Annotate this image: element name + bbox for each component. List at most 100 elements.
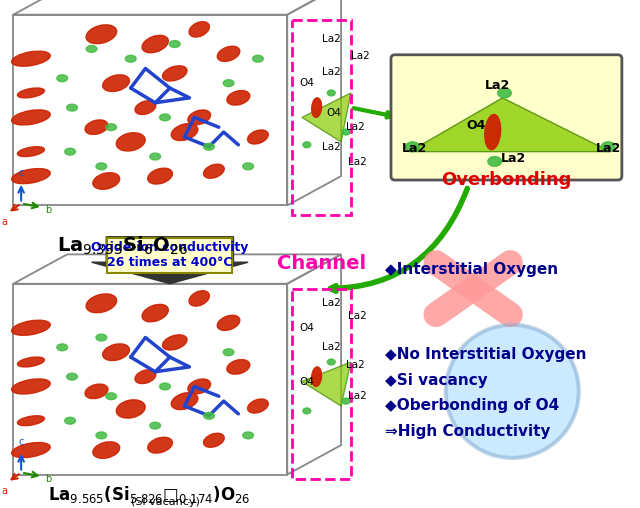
- Text: Channel: Channel: [277, 255, 366, 273]
- Ellipse shape: [106, 124, 116, 131]
- Ellipse shape: [150, 422, 161, 429]
- Text: La2: La2: [346, 360, 365, 370]
- Ellipse shape: [135, 370, 156, 384]
- Text: ◆Oberbonding of O4: ◆Oberbonding of O4: [385, 398, 559, 413]
- Ellipse shape: [188, 379, 211, 394]
- Text: La$_{9.565}$(Si$_{5.826}$□$_{0.174}$)O$_{26}$: La$_{9.565}$(Si$_{5.826}$□$_{0.174}$)O$_…: [47, 484, 250, 505]
- Text: ◆Interstitial Oxygen: ◆Interstitial Oxygen: [385, 262, 558, 277]
- Text: Overbonding: Overbonding: [441, 171, 572, 189]
- Text: a: a: [1, 486, 8, 496]
- Ellipse shape: [328, 90, 335, 96]
- Ellipse shape: [12, 320, 50, 335]
- Ellipse shape: [96, 432, 107, 439]
- Ellipse shape: [204, 433, 224, 447]
- Ellipse shape: [93, 442, 120, 458]
- Ellipse shape: [218, 315, 240, 330]
- Ellipse shape: [243, 163, 253, 170]
- Text: ⇒High Conductivity: ⇒High Conductivity: [385, 424, 550, 438]
- Ellipse shape: [135, 101, 156, 114]
- Ellipse shape: [498, 88, 511, 98]
- Ellipse shape: [85, 120, 108, 135]
- Ellipse shape: [303, 408, 311, 414]
- Ellipse shape: [96, 163, 107, 170]
- Ellipse shape: [12, 169, 50, 184]
- Text: b: b: [45, 474, 52, 485]
- Ellipse shape: [67, 373, 77, 380]
- Ellipse shape: [102, 75, 129, 91]
- Text: La2: La2: [321, 34, 340, 44]
- Text: Oxide-ion conductivity
26 times at 400°C: Oxide-ion conductivity 26 times at 400°C: [91, 241, 248, 269]
- Ellipse shape: [204, 412, 214, 419]
- Ellipse shape: [12, 379, 50, 394]
- Ellipse shape: [116, 133, 145, 151]
- Ellipse shape: [170, 41, 180, 47]
- Ellipse shape: [189, 291, 209, 306]
- FancyBboxPatch shape: [108, 238, 232, 273]
- Ellipse shape: [223, 349, 234, 356]
- Text: La2: La2: [348, 391, 367, 401]
- Ellipse shape: [328, 359, 335, 365]
- Ellipse shape: [93, 173, 120, 189]
- Ellipse shape: [253, 55, 263, 62]
- Text: O4: O4: [299, 323, 314, 333]
- Polygon shape: [92, 237, 248, 284]
- Text: La$_{9.333}$Si$_6$O$_{26}$: La$_{9.333}$Si$_6$O$_{26}$: [58, 235, 188, 257]
- Ellipse shape: [116, 400, 145, 418]
- Ellipse shape: [163, 66, 187, 81]
- Ellipse shape: [57, 344, 68, 351]
- Ellipse shape: [484, 114, 500, 150]
- Ellipse shape: [57, 75, 68, 82]
- Ellipse shape: [17, 147, 44, 156]
- Text: La2: La2: [351, 51, 370, 61]
- Text: ◆No Interstitial Oxygen: ◆No Interstitial Oxygen: [385, 347, 587, 362]
- Ellipse shape: [159, 383, 170, 390]
- Text: c: c: [19, 437, 24, 447]
- Ellipse shape: [243, 432, 253, 439]
- Ellipse shape: [163, 335, 187, 350]
- Text: (Si vacancy): (Si vacancy): [131, 497, 200, 507]
- Text: La2: La2: [321, 142, 340, 152]
- Text: La2: La2: [500, 152, 526, 165]
- Ellipse shape: [342, 398, 350, 404]
- Ellipse shape: [67, 104, 77, 111]
- Ellipse shape: [12, 110, 50, 125]
- Text: La2: La2: [348, 311, 367, 321]
- Ellipse shape: [106, 393, 116, 400]
- Ellipse shape: [65, 148, 76, 155]
- Text: La2: La2: [321, 298, 340, 308]
- FancyBboxPatch shape: [391, 55, 622, 180]
- Ellipse shape: [312, 98, 321, 117]
- Text: O4: O4: [299, 376, 314, 387]
- Text: c: c: [19, 168, 24, 178]
- Ellipse shape: [218, 46, 240, 61]
- Text: La2: La2: [321, 342, 340, 353]
- Ellipse shape: [142, 304, 168, 322]
- Ellipse shape: [204, 143, 214, 150]
- Ellipse shape: [488, 156, 502, 166]
- Text: ◆Si vacancy: ◆Si vacancy: [385, 373, 488, 388]
- Ellipse shape: [142, 36, 168, 53]
- Ellipse shape: [102, 344, 129, 361]
- Text: b: b: [45, 205, 52, 215]
- Ellipse shape: [342, 129, 350, 135]
- Ellipse shape: [248, 130, 268, 144]
- Ellipse shape: [312, 367, 321, 387]
- Ellipse shape: [86, 25, 116, 44]
- Ellipse shape: [159, 114, 170, 121]
- Ellipse shape: [189, 22, 209, 37]
- Ellipse shape: [227, 360, 250, 374]
- Polygon shape: [302, 362, 351, 406]
- Ellipse shape: [17, 88, 44, 98]
- Ellipse shape: [65, 417, 76, 424]
- Text: La2: La2: [321, 67, 340, 77]
- Text: O4: O4: [467, 119, 486, 132]
- Text: a: a: [1, 217, 8, 227]
- Ellipse shape: [85, 384, 108, 399]
- Ellipse shape: [172, 123, 198, 141]
- Ellipse shape: [303, 142, 311, 148]
- Text: La2: La2: [402, 142, 427, 155]
- Ellipse shape: [148, 437, 172, 453]
- Text: La2: La2: [595, 142, 621, 155]
- Ellipse shape: [188, 110, 211, 125]
- Polygon shape: [410, 98, 610, 152]
